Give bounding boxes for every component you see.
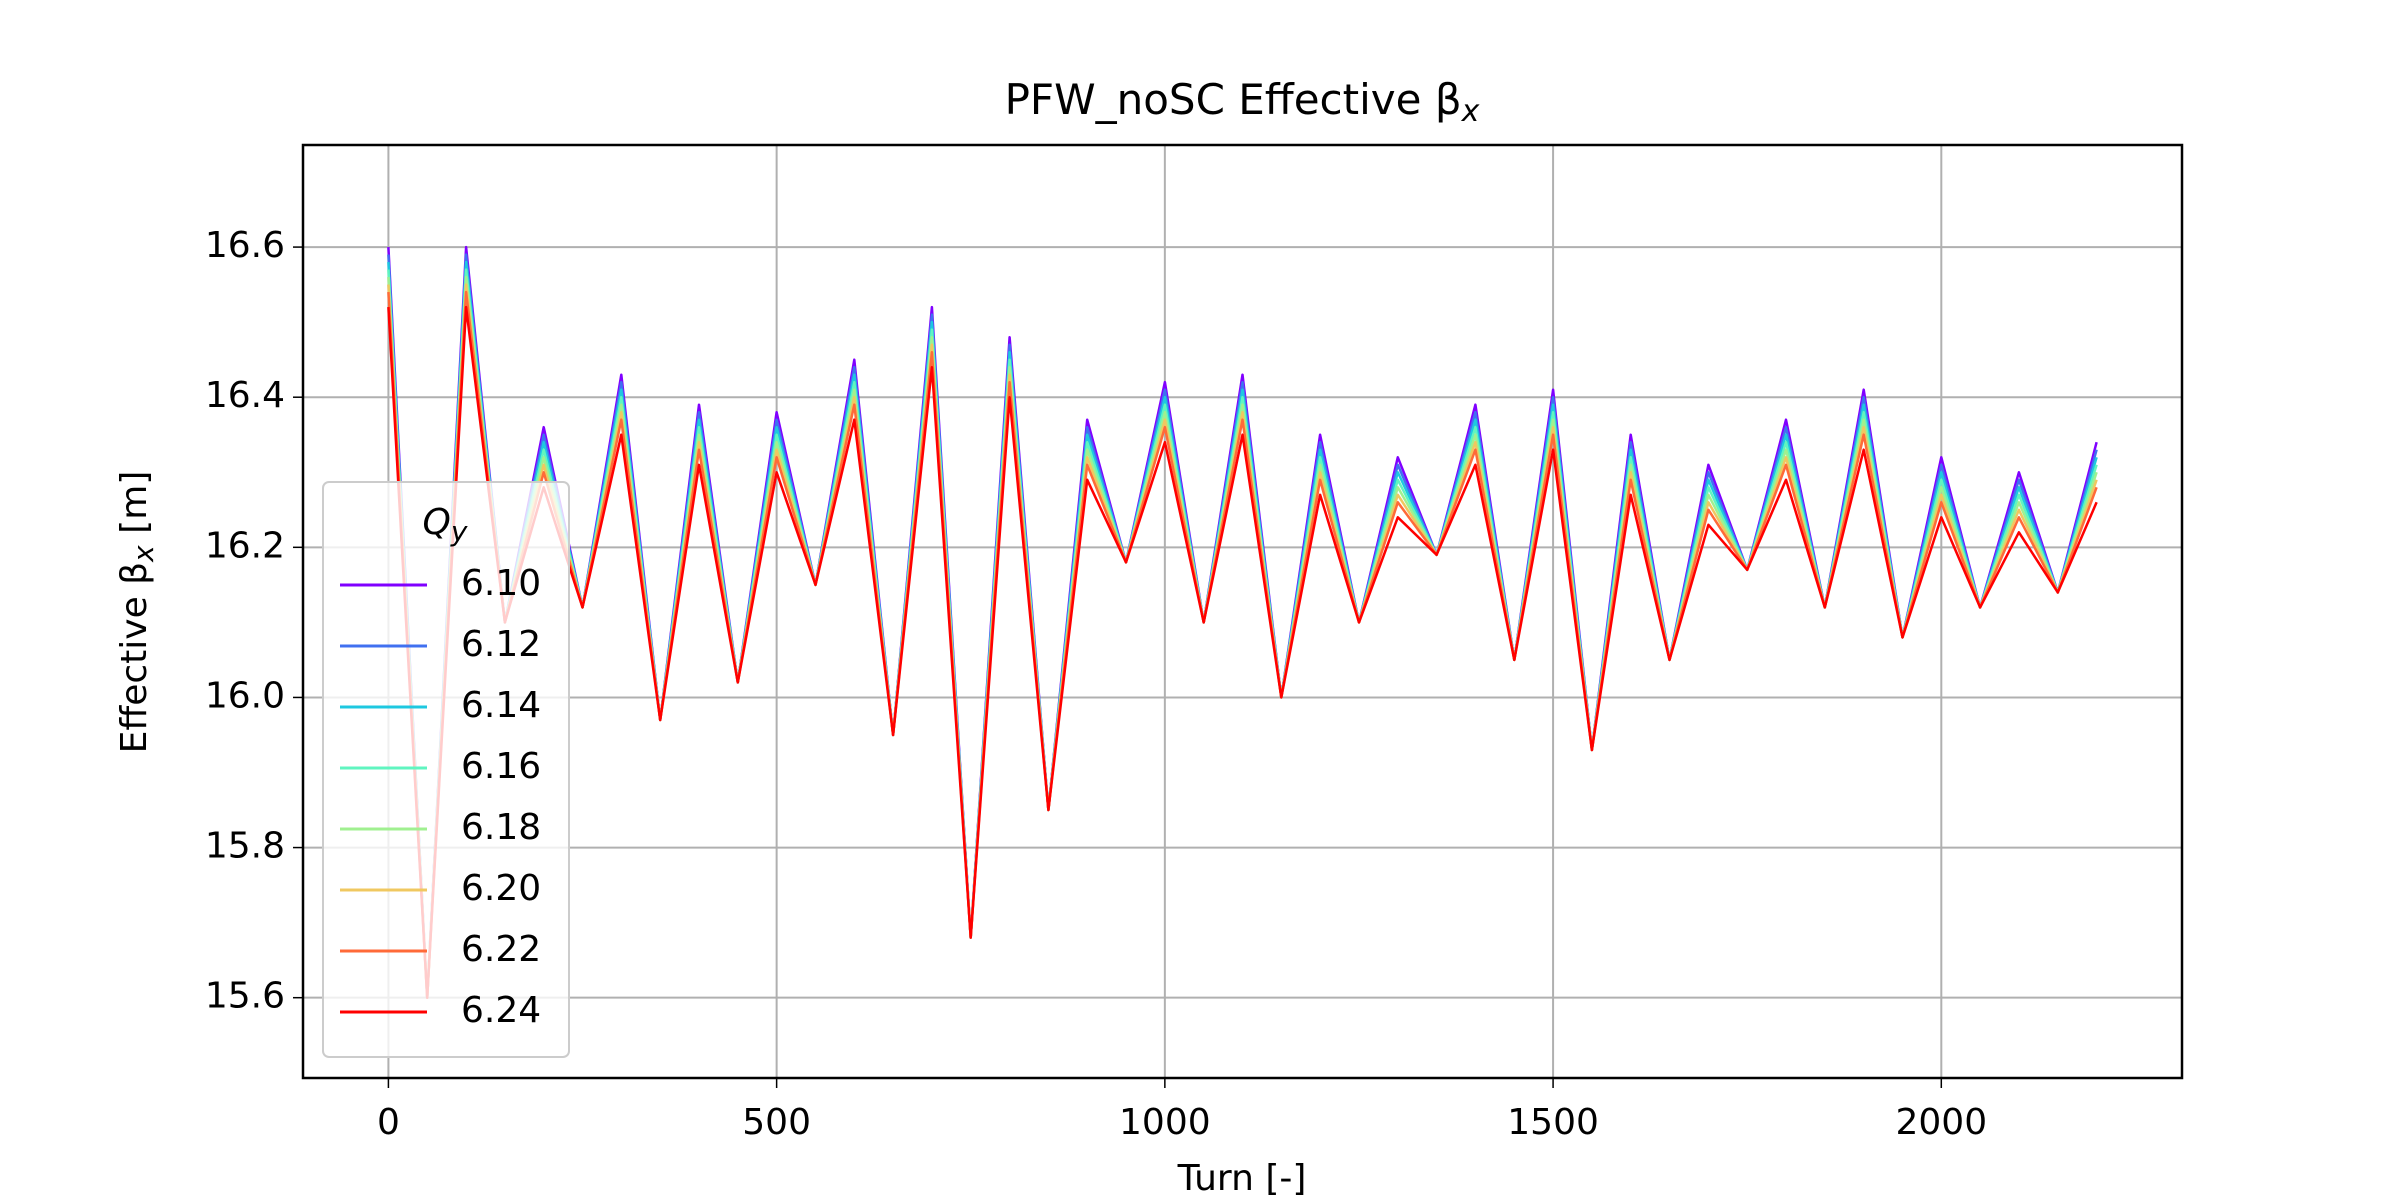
legend-label: 6.12	[461, 624, 541, 665]
legend-box	[322, 481, 570, 1058]
y-tick-label: 15.8	[205, 826, 285, 867]
y-label-suffix: [m]	[114, 471, 155, 546]
title-main: PFW_noSC Effective β	[1005, 75, 1462, 124]
x-tick-label: 1000	[1119, 1102, 1211, 1143]
y-tick-label: 15.6	[205, 976, 285, 1017]
legend-label: 6.14	[461, 685, 541, 726]
x-tick-label: 0	[377, 1102, 400, 1143]
y-axis-label: Effective βx [m]	[114, 471, 160, 754]
legend: Qy 6.10 6.12 6.14 6.16 6.18 6.20 6.22 6.24	[322, 481, 570, 1058]
chart-title: PFW_noSC Effective βx	[1005, 75, 1480, 129]
x-tick-label: 2000	[1895, 1102, 1987, 1143]
legend-label: 6.24	[461, 990, 541, 1031]
y-tick-label: 16.4	[205, 375, 285, 416]
legend-title: Qy	[423, 502, 468, 548]
y-tick-label: 16.6	[205, 225, 285, 266]
legend-label: 6.10	[461, 563, 541, 604]
x-axis-label: Turn [-]	[1177, 1158, 1307, 1199]
y-label-subscript: x	[127, 545, 160, 563]
legend-label: 6.18	[461, 807, 541, 848]
title-subscript: x	[1461, 94, 1480, 129]
legend-title-main: Q	[423, 502, 451, 543]
lines	[387, 245, 2098, 999]
legend-title-subscript: y	[450, 515, 468, 548]
y-tick-label: 16.2	[205, 525, 285, 566]
legend-label: 6.22	[461, 929, 541, 970]
y-label-main: Effective β	[114, 562, 155, 753]
ticks: 0 500 1000 1500 2000 15.6 15.8 16.0 16.2 16.4 16.6	[205, 225, 1987, 1143]
plot-frame	[301, 143, 2184, 1080]
x-tick-label: 500	[742, 1102, 811, 1143]
x-tick-label: 1500	[1507, 1102, 1599, 1143]
series-line	[387, 305, 2098, 999]
y-tick-label: 16.0	[205, 675, 285, 716]
legend-label: 6.16	[461, 746, 541, 787]
legend-label: 6.20	[461, 868, 541, 909]
